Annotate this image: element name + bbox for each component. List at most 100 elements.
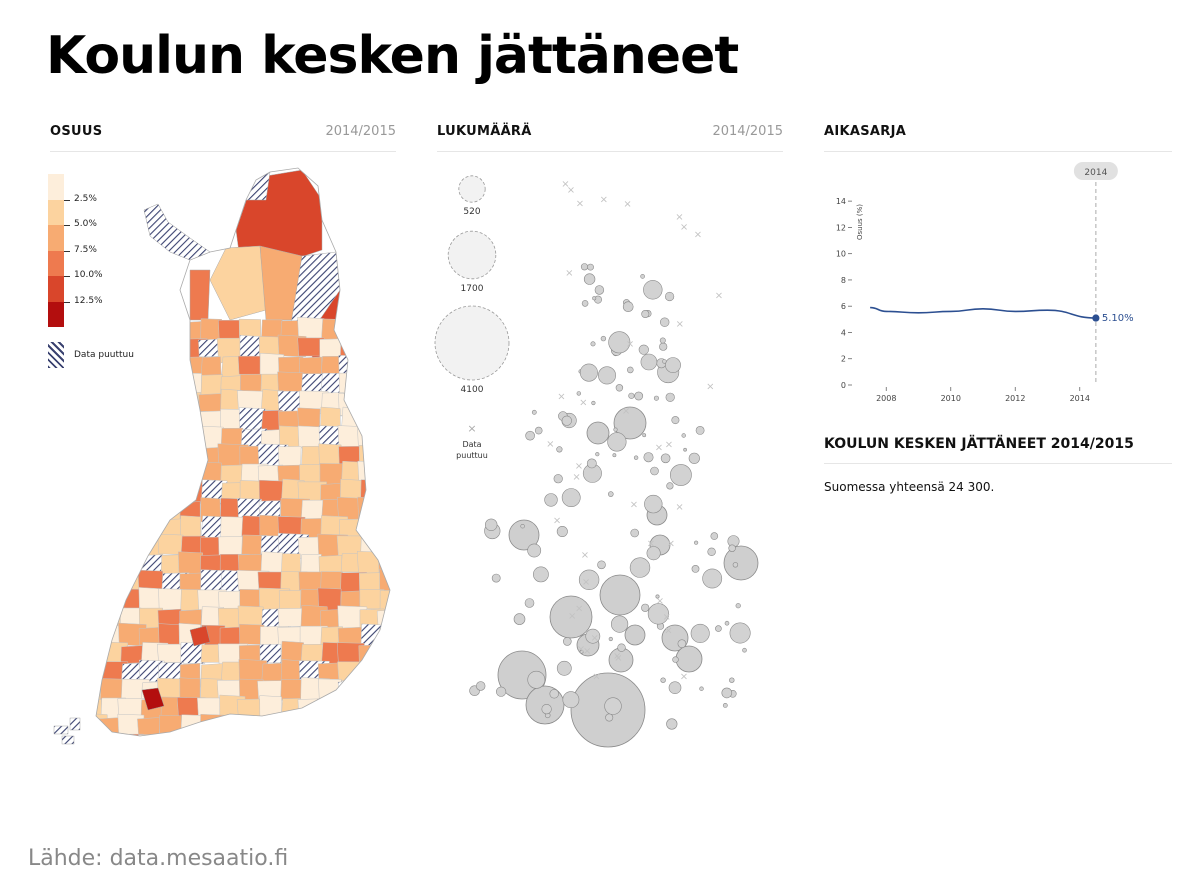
- region[interactable]: [241, 716, 269, 738]
- municipality-bubble[interactable]: [653, 395, 659, 401]
- region[interactable]: [140, 499, 170, 523]
- municipality-bubble[interactable]: [491, 573, 501, 583]
- region[interactable]: [78, 445, 101, 466]
- region[interactable]: [80, 461, 107, 488]
- municipality-bubble[interactable]: [549, 595, 593, 639]
- region[interactable]: [141, 374, 166, 394]
- municipality-bubble[interactable]: [576, 391, 582, 396]
- municipality-bubble[interactable]: [695, 425, 705, 435]
- municipality-bubble[interactable]: [531, 409, 537, 415]
- region[interactable]: [78, 624, 106, 646]
- municipality-bubble[interactable]: [629, 557, 651, 578]
- region[interactable]: [118, 374, 150, 401]
- region[interactable]: [137, 428, 164, 453]
- region[interactable]: [141, 687, 165, 711]
- municipality-bubble[interactable]: [556, 525, 568, 537]
- municipality-bubble[interactable]: [642, 433, 647, 438]
- region[interactable]: [161, 442, 183, 470]
- municipality-bubble[interactable]: [659, 337, 666, 344]
- region[interactable]: [181, 444, 202, 471]
- municipality-bubble[interactable]: [608, 331, 631, 354]
- municipality-bubble[interactable]: [579, 363, 598, 382]
- municipality-bubble[interactable]: [691, 564, 700, 573]
- region[interactable]: [180, 714, 203, 735]
- region[interactable]: [100, 443, 129, 470]
- region[interactable]: [81, 426, 110, 452]
- municipality-bubble[interactable]: [579, 649, 584, 654]
- municipality-bubble[interactable]: [608, 636, 613, 642]
- region[interactable]: [321, 318, 346, 343]
- municipality-bubble[interactable]: [640, 353, 658, 371]
- municipality-bubble[interactable]: [735, 603, 741, 609]
- municipality-bubble[interactable]: [622, 301, 634, 312]
- municipality-bubble[interactable]: [624, 624, 646, 646]
- region[interactable]: [78, 409, 108, 429]
- region[interactable]: [99, 554, 123, 577]
- region[interactable]: [380, 337, 400, 361]
- municipality-bubble[interactable]: [722, 703, 728, 708]
- region[interactable]: [98, 498, 125, 526]
- municipality-bubble[interactable]: [508, 519, 540, 551]
- municipality-bubble[interactable]: [607, 432, 627, 452]
- region[interactable]: [376, 609, 400, 634]
- municipality-bubble[interactable]: [675, 645, 703, 673]
- region[interactable]: [378, 372, 400, 397]
- municipality-bubble[interactable]: [556, 660, 572, 676]
- municipality-bubble[interactable]: [721, 687, 733, 699]
- region[interactable]: [200, 714, 225, 739]
- municipality-bubble[interactable]: [562, 691, 580, 709]
- region[interactable]: [377, 355, 400, 378]
- region[interactable]: [178, 733, 204, 759]
- region[interactable]: [117, 500, 144, 519]
- region[interactable]: [81, 518, 111, 545]
- region[interactable]: [120, 534, 142, 557]
- municipality-bubble[interactable]: [668, 681, 682, 695]
- region[interactable]: [120, 464, 149, 489]
- municipality-bubble[interactable]: [702, 568, 723, 589]
- region[interactable]: [178, 463, 204, 490]
- municipality-bubble[interactable]: [587, 263, 594, 271]
- region[interactable]: [159, 426, 184, 454]
- municipality-bubble[interactable]: [707, 547, 716, 556]
- municipality-bubble[interactable]: [591, 400, 596, 406]
- region[interactable]: [138, 627, 161, 646]
- region[interactable]: [98, 406, 125, 435]
- region[interactable]: [260, 551, 284, 573]
- municipality-bubble[interactable]: [592, 296, 597, 301]
- region[interactable]: [359, 371, 385, 394]
- municipality-bubble[interactable]: [660, 453, 671, 464]
- region[interactable]: [379, 428, 400, 454]
- municipality-bubble[interactable]: [563, 637, 572, 646]
- municipality-bubble[interactable]: [595, 452, 600, 457]
- municipality-bubble[interactable]: [541, 703, 552, 715]
- municipality-bubble[interactable]: [627, 366, 634, 374]
- municipality-bubble[interactable]: [628, 392, 635, 399]
- municipality-bubble[interactable]: [677, 639, 687, 649]
- municipality-bubble[interactable]: [729, 677, 735, 683]
- region[interactable]: [258, 716, 290, 740]
- region[interactable]: [378, 678, 400, 699]
- municipality-bubble[interactable]: [655, 594, 660, 599]
- region[interactable]: [96, 425, 124, 451]
- municipality-bubble[interactable]: [597, 560, 606, 570]
- municipality-bubble[interactable]: [660, 677, 666, 683]
- region[interactable]: [160, 732, 187, 758]
- region[interactable]: [378, 392, 400, 413]
- region[interactable]: [337, 680, 368, 701]
- region[interactable]: [81, 712, 108, 737]
- region[interactable]: [100, 461, 123, 487]
- municipality-bubble[interactable]: [611, 615, 629, 633]
- municipality-bubble[interactable]: [699, 686, 704, 691]
- region[interactable]: [379, 644, 400, 664]
- region[interactable]: [119, 569, 141, 592]
- region[interactable]: [140, 389, 161, 417]
- region[interactable]: [320, 571, 344, 591]
- municipality-bubble[interactable]: [590, 341, 596, 347]
- region[interactable]: [338, 392, 363, 416]
- region[interactable]: [140, 409, 168, 435]
- municipality-bubble[interactable]: [659, 342, 668, 351]
- region[interactable]: [360, 317, 384, 345]
- municipality-bubble[interactable]: [599, 574, 641, 616]
- region[interactable]: [176, 426, 204, 453]
- region[interactable]: [316, 698, 351, 719]
